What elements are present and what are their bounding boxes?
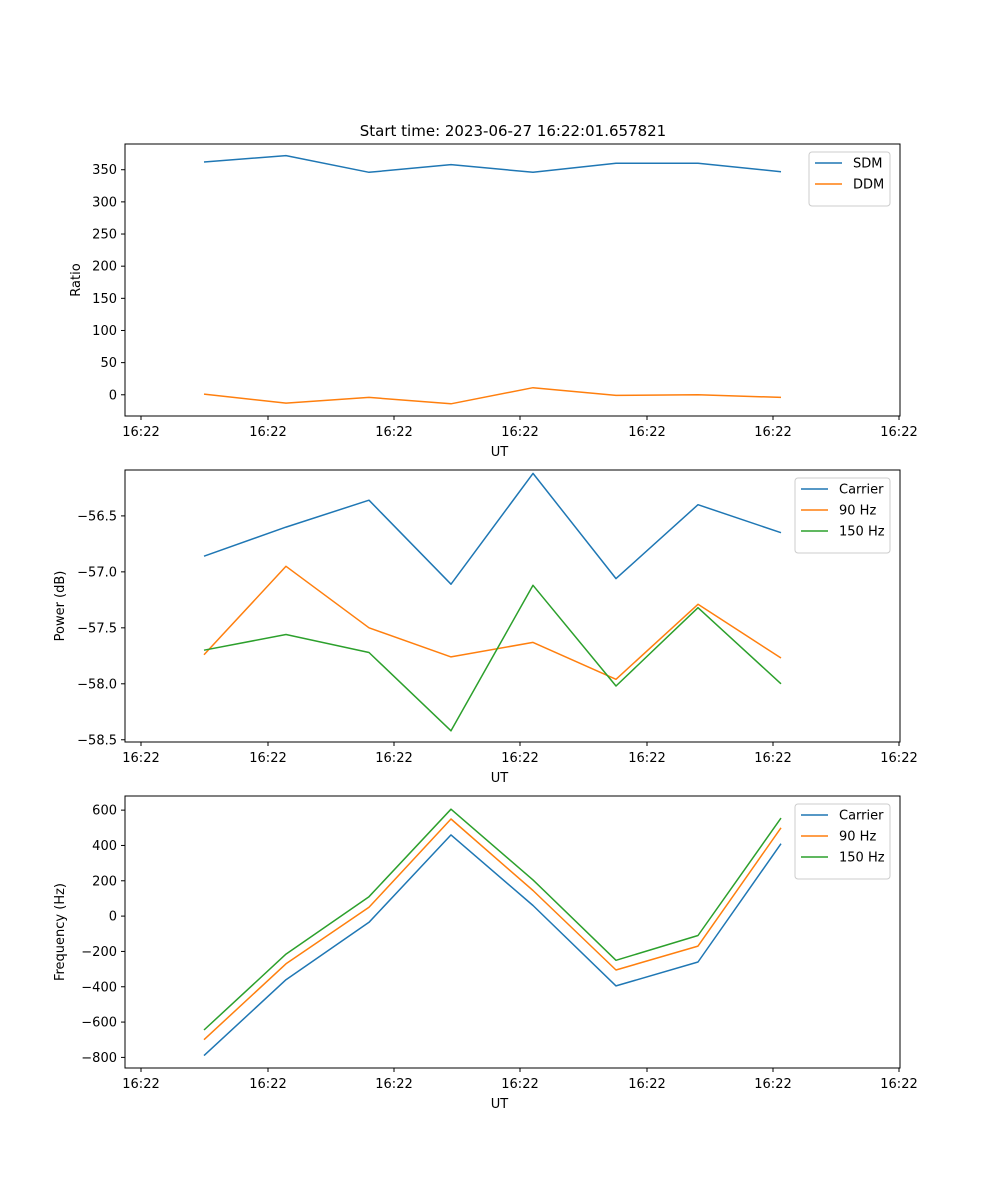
chart-title: Start time: 2023-06-27 16:22:01.657821	[360, 122, 666, 140]
y-tick-label: −400	[81, 980, 117, 995]
x-tick-label: 16:22	[249, 1077, 286, 1092]
x-tick-label: 16:22	[249, 751, 286, 766]
y-tick-label: −800	[81, 1051, 117, 1066]
legend-label: Carrier	[839, 809, 884, 824]
x-tick-label: 16:22	[375, 425, 412, 440]
x-tick-label: 16:22	[880, 1077, 917, 1092]
legend: SDM DDM	[808, 151, 891, 207]
axes-frame	[124, 469, 901, 743]
x-tick-label: 16:22	[122, 425, 159, 440]
legend-label: 150 Hz	[839, 851, 885, 866]
x-tick-label: 16:22	[628, 1077, 665, 1092]
series-line-90-hz	[203, 565, 782, 681]
legend-box	[808, 151, 891, 207]
y-tick-label: 400	[92, 839, 117, 854]
y-tick-label: −600	[81, 1016, 117, 1031]
x-tick-label: 16:22	[754, 425, 791, 440]
x-tick-label: 16:22	[754, 1077, 791, 1092]
y-axis-label: Frequency (Hz)	[53, 883, 68, 981]
y-tick-label: 350	[92, 163, 117, 178]
x-tick-label: 16:22	[628, 751, 665, 766]
series-line-carrier	[203, 472, 782, 585]
x-tick-label: 16:22	[501, 1077, 538, 1092]
legend: Carrier 90 Hz 150 Hz	[794, 803, 891, 880]
subplot-3: 16:22 16:22 16:22 16:22 16:22 16:22 16:22 UT −80…	[53, 795, 918, 1112]
x-axis-label: UT	[491, 445, 509, 460]
y-axis-label: Power (dB)	[53, 571, 68, 642]
x-tick-label: 16:22	[375, 1077, 412, 1092]
y-tick-label: −57.5	[77, 621, 117, 636]
y-tick-label: 200	[92, 260, 117, 275]
series-line-sdm	[203, 154, 782, 174]
axes-frame	[124, 143, 901, 417]
series-line-90-hz	[203, 818, 782, 1041]
series-line-150-hz	[203, 584, 782, 732]
x-tick-label: 16:22	[754, 751, 791, 766]
x-tick-label: 16:22	[122, 751, 159, 766]
y-tick-label: 0	[109, 910, 117, 925]
legend-box	[794, 803, 891, 880]
y-tick-label: 0	[109, 388, 117, 403]
series-line-150-hz	[203, 808, 782, 1031]
legend-label: 150 Hz	[839, 525, 885, 540]
legend: Carrier 90 Hz 150 Hz	[794, 477, 891, 554]
y-tick-label: 100	[92, 324, 117, 339]
y-tick-label: −200	[81, 945, 117, 960]
axes-frame	[124, 795, 901, 1069]
y-tick-label: −56.5	[77, 509, 117, 524]
legend-label: DDM	[853, 178, 884, 193]
subplots: 16:22 16:22 16:22 16:22 16:22 16:22 16:22 UT 0 50…	[53, 143, 918, 1112]
x-tick-label: 16:22	[501, 751, 538, 766]
y-tick-label: 250	[92, 228, 117, 243]
y-tick-label: 600	[92, 804, 117, 819]
series-line-ddm	[203, 386, 782, 405]
x-axis-label: UT	[491, 1097, 509, 1112]
x-tick-label: 16:22	[628, 425, 665, 440]
x-tick-label: 16:22	[375, 751, 412, 766]
x-tick-label: 16:22	[122, 1077, 159, 1092]
x-tick-label: 16:22	[249, 425, 286, 440]
y-tick-label: 300	[92, 195, 117, 210]
y-tick-label: 50	[100, 356, 117, 371]
x-axis-label: UT	[491, 771, 509, 786]
y-tick-label: −58.5	[77, 733, 117, 748]
x-tick-label: 16:22	[501, 425, 538, 440]
y-tick-label: 150	[92, 292, 117, 307]
y-tick-label: −57.0	[77, 565, 117, 580]
y-tick-label: 200	[92, 874, 117, 889]
legend-label: Carrier	[839, 483, 884, 498]
x-tick-label: 16:22	[880, 751, 917, 766]
legend-label: SDM	[853, 157, 882, 172]
series-line-carrier	[203, 834, 782, 1057]
legend-label: 90 Hz	[839, 504, 876, 519]
subplot-2: 16:22 16:22 16:22 16:22 16:22 16:22 16:22 UT −56…	[53, 469, 918, 786]
legend-label: 90 Hz	[839, 830, 876, 845]
x-tick-label: 16:22	[880, 425, 917, 440]
y-axis-label: Ratio	[69, 263, 84, 296]
y-tick-label: −58.0	[77, 677, 117, 692]
subplot-1: 16:22 16:22 16:22 16:22 16:22 16:22 16:22 UT 0 50…	[69, 143, 918, 460]
legend-box	[794, 477, 891, 554]
